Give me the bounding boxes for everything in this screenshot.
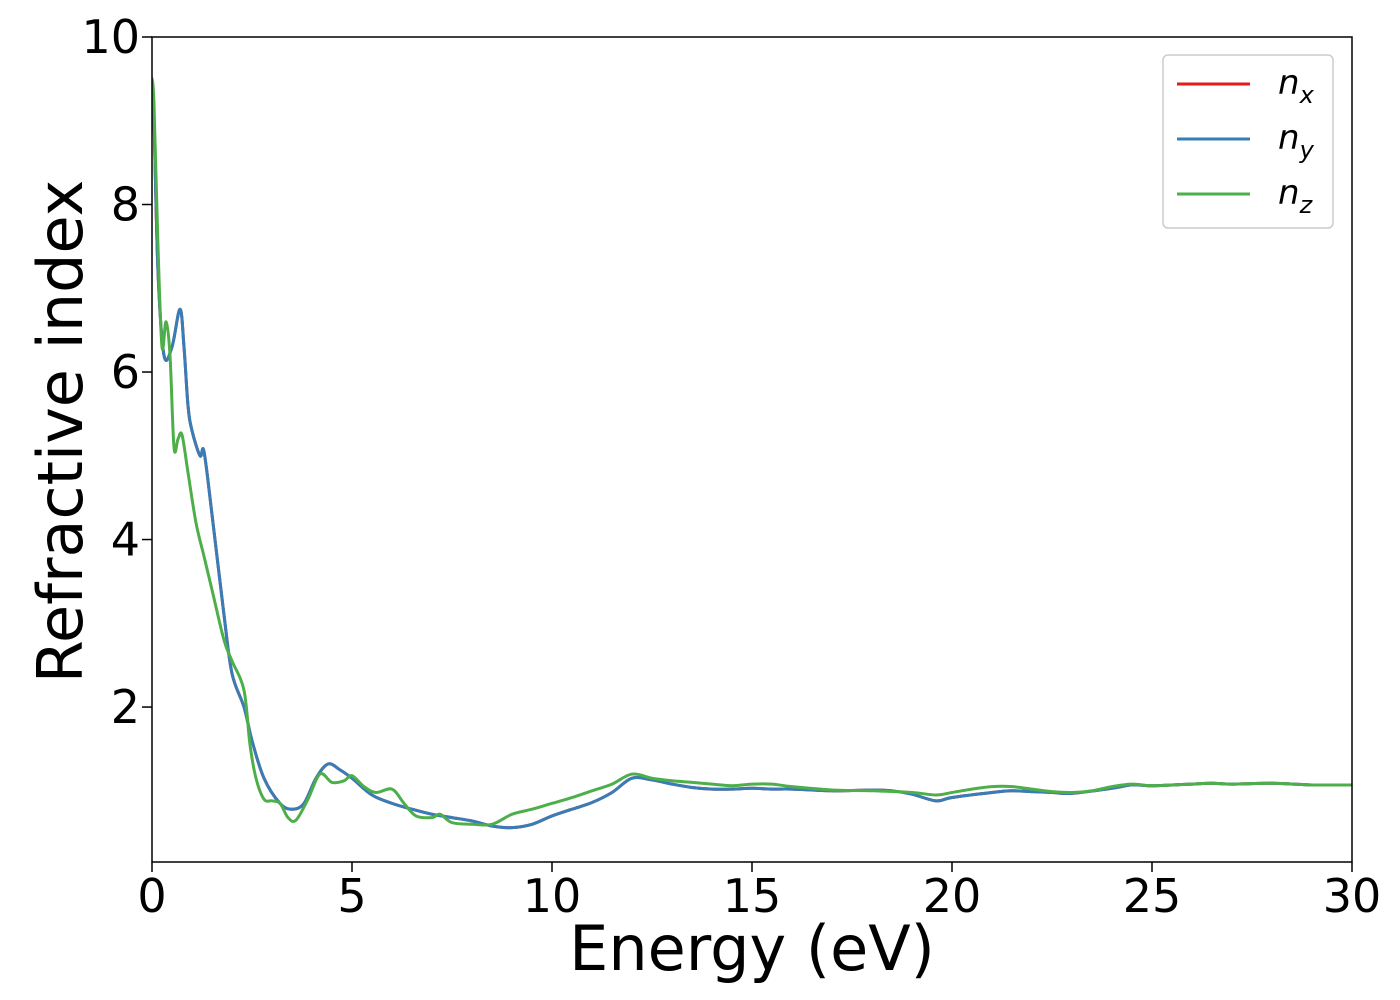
x-tick-label: 15 — [723, 869, 782, 923]
x-tick-label: 10 — [523, 869, 582, 923]
series-layer — [152, 77, 1352, 830]
x-tick-label: 30 — [1323, 869, 1382, 923]
x-tick-label: 5 — [337, 869, 366, 923]
legend-label-y: ny — [1278, 118, 1315, 164]
y-tick-label: 10 — [81, 10, 140, 64]
y-axis-ticks: 2 4 6 8 10 — [81, 10, 152, 734]
y-tick-label: 2 — [111, 680, 140, 734]
y-tick-label: 8 — [111, 178, 140, 232]
x-axis-ticks: 0 5 10 15 20 25 30 — [137, 862, 1381, 923]
legend-box — [1162, 54, 1334, 229]
series-line-z — [152, 77, 1352, 827]
legend-label-x: nx — [1278, 63, 1315, 109]
x-tick-label: 20 — [923, 869, 982, 923]
x-tick-label: 0 — [137, 869, 166, 923]
legend: nx ny nz — [1162, 54, 1334, 229]
x-tick-label: 25 — [1123, 869, 1182, 923]
y-tick-label: 4 — [111, 513, 140, 567]
legend-label-z: nz — [1278, 173, 1314, 219]
y-tick-label: 6 — [111, 345, 140, 399]
x-axis-label: Energy (eV) — [569, 912, 935, 985]
y-axis-label: Refractive index — [24, 180, 97, 684]
